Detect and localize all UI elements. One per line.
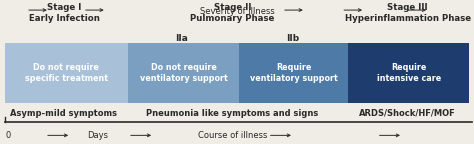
Text: IIb: IIb xyxy=(286,34,300,43)
Text: Course of illness: Course of illness xyxy=(198,131,267,140)
Text: Asymp-mild symptoms: Asymp-mild symptoms xyxy=(10,109,118,118)
Bar xyxy=(128,43,239,103)
Bar xyxy=(239,43,348,103)
Text: Do not require
ventilatory support: Do not require ventilatory support xyxy=(140,63,228,83)
Text: Do not require
specific treatment: Do not require specific treatment xyxy=(25,63,108,83)
Bar xyxy=(5,43,128,103)
Text: Pneumonia like symptoms and signs: Pneumonia like symptoms and signs xyxy=(146,109,319,118)
Text: IIa: IIa xyxy=(175,34,188,43)
Text: Severity of illness: Severity of illness xyxy=(200,7,274,16)
Text: Stage I
Early Infection: Stage I Early Infection xyxy=(28,3,100,23)
Text: ARDS/Shock/HF/MOF: ARDS/Shock/HF/MOF xyxy=(359,109,456,118)
Text: Stage III
Hyperinflammation Phase: Stage III Hyperinflammation Phase xyxy=(345,3,471,23)
Text: Days: Days xyxy=(87,131,108,140)
Bar xyxy=(348,43,469,103)
Text: Require
intensive care: Require intensive care xyxy=(377,63,441,83)
Text: 0: 0 xyxy=(6,131,11,140)
Text: Require
ventilatory support: Require ventilatory support xyxy=(250,63,338,83)
Text: Stage II
Pulmonary Phase: Stage II Pulmonary Phase xyxy=(190,3,274,23)
